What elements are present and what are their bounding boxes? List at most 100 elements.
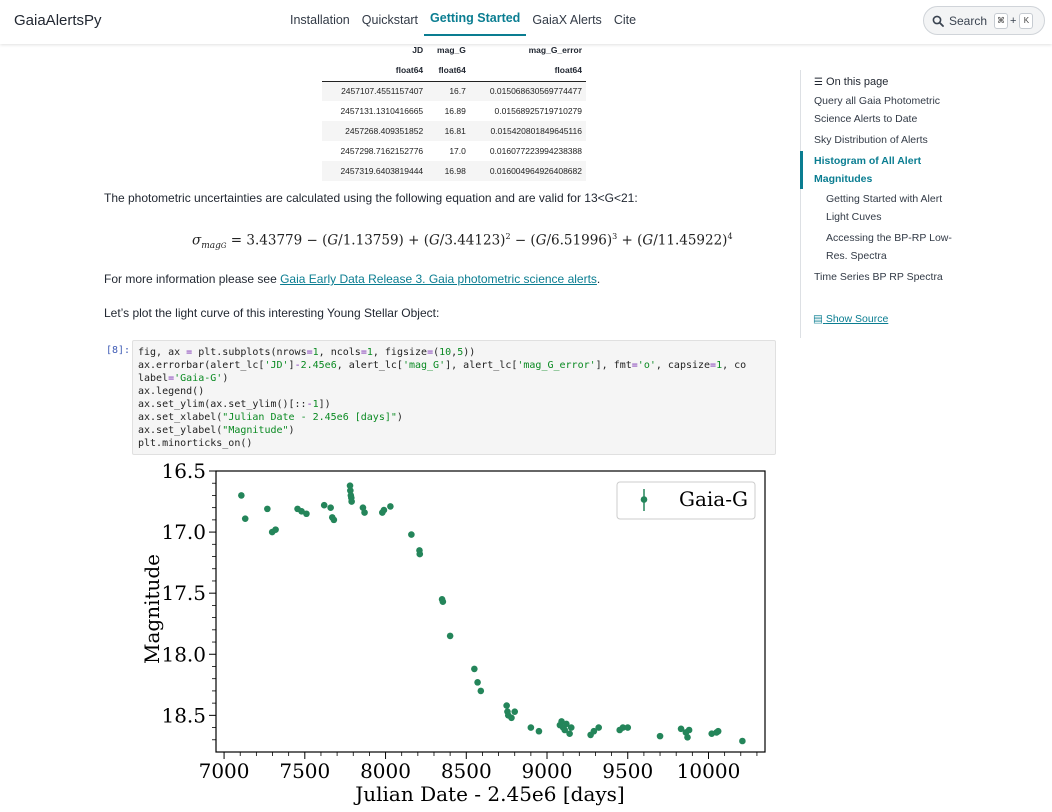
light-curve-plot: 7000 7500 8000 8500 9000 9500 10000 16.5 17.0 17.… — [140, 460, 766, 806]
table-row: 2457131.1310416665 16.89 0.0156892571971… — [322, 101, 586, 121]
table-cell: 16.98 — [427, 161, 470, 181]
cell-prompt: [8]: — [106, 345, 131, 356]
data-point — [474, 679, 481, 686]
eq-part: − ( — [510, 232, 536, 249]
lightcurve-table: JD mag_G mag_G_error float64 float64 flo… — [322, 40, 586, 181]
table-cell: 0.01568925719710279 — [494, 106, 582, 116]
show-source-label: Show Source — [825, 313, 889, 325]
shortcut-key-cmd: ⌘ — [994, 12, 1009, 29]
data-point — [677, 725, 685, 733]
eq-sigma: σ — [192, 232, 202, 249]
toc-item-query-alerts[interactable]: Query all Gaia Photometric Science Alert… — [814, 95, 941, 125]
x-tick-label: 10000 — [677, 759, 741, 783]
toc-title-text: On this page — [826, 76, 889, 88]
toc-title: ☰ On this page — [814, 76, 888, 88]
eq-part: /1.13759) + ( — [338, 232, 429, 249]
toc-item-bp-rp-spectra[interactable]: Accessing the BP-RP Low-Res. Spectra — [826, 232, 952, 262]
y-tick-label: 17.5 — [161, 581, 206, 605]
data-point — [563, 720, 570, 728]
eq-pow: 2 — [505, 232, 511, 241]
toc-item-sky-distribution[interactable]: Sky Distribution of Alerts — [814, 134, 928, 146]
plot-frame — [215, 470, 766, 753]
nav-link-cite[interactable]: Cite — [613, 13, 637, 27]
eq-part: + ( — [617, 232, 643, 249]
y-axis-label: Magnitude — [140, 554, 164, 664]
data-point — [238, 492, 245, 499]
plot-intro-text: Let’s plot the light curve of this inter… — [104, 306, 440, 320]
table-cell: 0.016077223994238388 — [489, 146, 582, 156]
eq-subsub: G — [220, 242, 227, 251]
x-tick-label: 8500 — [441, 759, 492, 783]
eq-pow: 3 — [612, 232, 618, 241]
y-tick-label: 18.0 — [161, 642, 206, 666]
data-point — [416, 550, 424, 558]
table-cell: 2457131.1310416665 — [340, 106, 424, 116]
eq-var: G — [327, 232, 339, 249]
more-info-text: For more information please see Gaia Ear… — [104, 272, 600, 286]
uncertainty-equation: σmagG = 3.43779 − (G/1.13759) + (G/3.441… — [192, 232, 733, 251]
data-point — [567, 724, 575, 731]
data-point — [264, 505, 271, 513]
y-tick-label: 18.5 — [161, 703, 206, 727]
nav-link-getting-started[interactable]: Getting Started — [424, 0, 527, 36]
x-tick-label: 7000 — [199, 759, 250, 783]
table-row: 2457319.6403819444 16.98 0.0160049649264… — [322, 161, 586, 181]
brand-logo-text[interactable]: GaiaAlertsPy — [14, 12, 102, 29]
data-point — [408, 531, 415, 538]
data-point — [656, 732, 664, 740]
eq-var: G — [642, 232, 654, 249]
data-point — [535, 727, 543, 735]
list-icon: ☰ — [814, 77, 823, 88]
toc-sidebar: ☰ On this page Query all Gaia Photometri… — [800, 70, 970, 338]
code-cell[interactable]: fig, ax = plt.subplots(nrows=1, ncols=1,… — [132, 340, 776, 455]
data-point — [380, 506, 388, 514]
uncertainty-intro-text: The photometric uncertainties are calcul… — [104, 191, 638, 205]
table-row: 2457268.409351852 16.81 0.01542080184964… — [322, 121, 586, 141]
data-point — [446, 632, 454, 640]
x-tick-label: 7500 — [279, 759, 330, 783]
data-point — [566, 730, 573, 737]
data-point — [508, 714, 515, 722]
legend-box — [616, 481, 756, 520]
show-source-link[interactable]: ▤ Show Source — [813, 313, 888, 325]
eq-sub: mag — [201, 241, 221, 252]
toc-item-light-curves[interactable]: Getting Started with Alert Light Cuves — [826, 193, 943, 223]
data-point — [685, 726, 693, 734]
data-point — [348, 498, 355, 505]
eq-part: /11.45922) — [653, 232, 728, 249]
eq-part: = 3.43779 − ( — [230, 232, 328, 249]
legend-marker — [640, 496, 648, 503]
data-point — [347, 487, 354, 494]
toc-item-time-series[interactable]: Time Series BP RP Spectra — [814, 271, 943, 283]
data-point — [527, 724, 535, 731]
edr3-alerts-link[interactable]: Gaia Early Data Release 3. Gaia photomet… — [280, 272, 597, 286]
data-point — [595, 724, 602, 731]
data-point — [272, 526, 279, 533]
table-cell: 0.016004964926408682 — [469, 161, 586, 181]
nav-link-installation[interactable]: Installation — [290, 13, 350, 27]
table-cell: 2457298.7162152776 — [340, 146, 424, 156]
y-tick-label: 16.5 — [161, 460, 206, 483]
data-point — [511, 708, 519, 715]
table-dtype: float64 — [469, 60, 586, 82]
table-dtype: float64 — [427, 60, 470, 82]
nav-link-gaiax-alerts[interactable]: GaiaX Alerts — [532, 13, 602, 27]
more-info-prefix: For more information please see — [104, 272, 281, 286]
data-point — [327, 504, 334, 511]
y-tick-label: 17.0 — [161, 520, 206, 544]
data-point — [477, 687, 485, 695]
data-point — [471, 665, 478, 673]
toc-item-histogram[interactable]: Histogram of All Alert Magnitudes — [814, 155, 922, 185]
x-tick-label: 9500 — [602, 759, 653, 783]
table-cell: 2457268.409351852 — [322, 121, 428, 141]
search-button[interactable]: Search ⌘ + K — [923, 6, 1045, 35]
data-point — [503, 702, 510, 709]
search-icon — [932, 15, 944, 27]
nav-link-quickstart[interactable]: Quickstart — [361, 13, 419, 27]
top-navbar: GaiaAlertsPy Installation Quickstart Get… — [0, 0, 1052, 44]
data-point — [346, 482, 354, 489]
table-cell: 0.015068630569774477 — [469, 81, 586, 101]
file-icon: ▤ — [813, 313, 823, 325]
table-cell: 2457107.4551157407 — [322, 81, 428, 101]
data-point — [714, 727, 722, 735]
